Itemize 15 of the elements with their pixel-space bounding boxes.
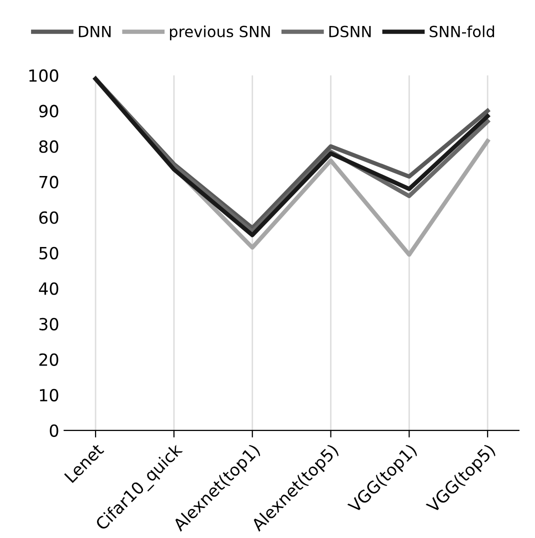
y-tick-label: 20 <box>39 353 58 366</box>
y-tick-label: 30 <box>39 318 58 330</box>
y-tick-label: 90 <box>39 104 58 118</box>
y-tick-label: 40 <box>38 282 58 295</box>
legend-label: DSNN <box>329 26 371 38</box>
y-tick-label: 10 <box>40 388 58 402</box>
y-tick-label: 100 <box>29 69 58 82</box>
y-tick-label: 70 <box>40 176 58 188</box>
y-tick-label: 60 <box>39 211 58 224</box>
y-tick-label: 50 <box>39 246 58 260</box>
legend-label: DNN <box>78 26 111 38</box>
legend-label: previous SNN <box>170 25 270 40</box>
y-tick-label: 80 <box>39 140 58 153</box>
y-tick-label: 0 <box>50 424 58 437</box>
legend-label: SNN-fold <box>430 25 494 38</box>
